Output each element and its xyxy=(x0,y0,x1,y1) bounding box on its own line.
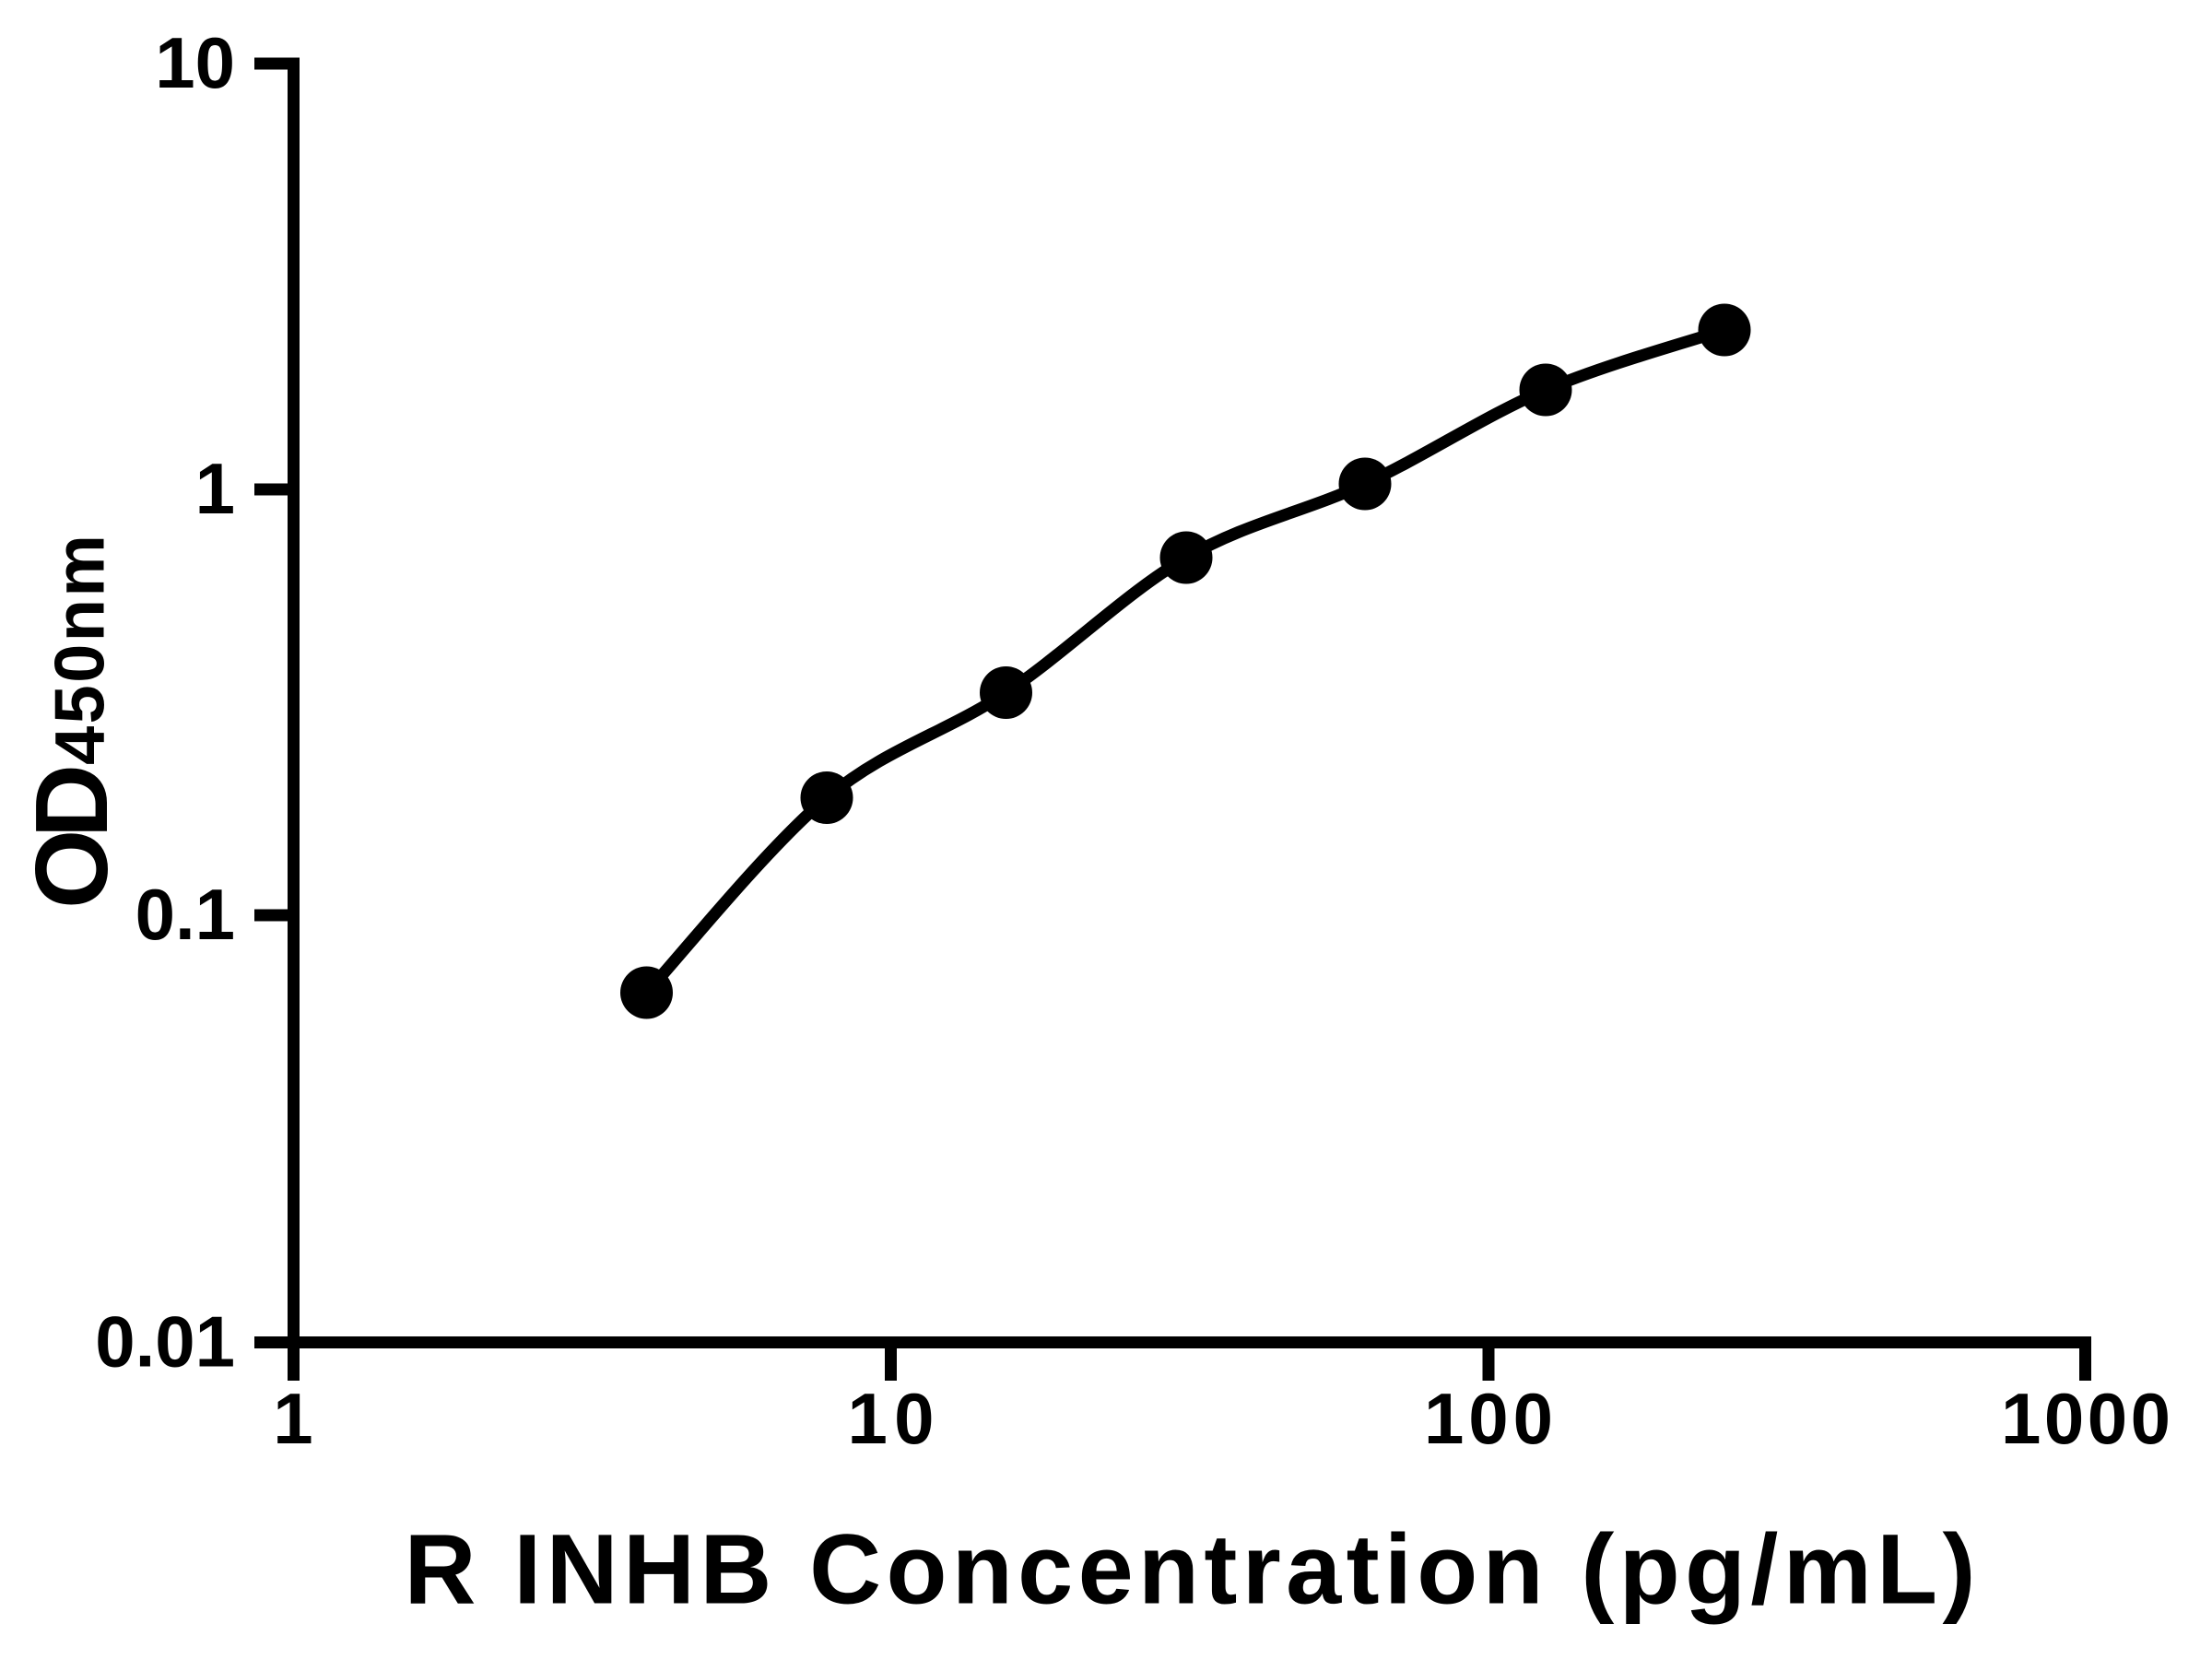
svg-text:450nm: 450nm xyxy=(41,535,120,765)
svg-text:100: 100 xyxy=(1424,1378,1553,1459)
svg-text:0.01: 0.01 xyxy=(95,1301,235,1382)
svg-text:R INHB Concentration (pg/mL): R INHB Concentration (pg/mL) xyxy=(405,1513,1976,1625)
svg-text:1: 1 xyxy=(195,448,235,529)
svg-text:0.1: 0.1 xyxy=(135,874,235,955)
svg-text:10: 10 xyxy=(155,22,235,103)
svg-text:1: 1 xyxy=(273,1378,312,1459)
svg-text:OD: OD xyxy=(15,764,129,909)
